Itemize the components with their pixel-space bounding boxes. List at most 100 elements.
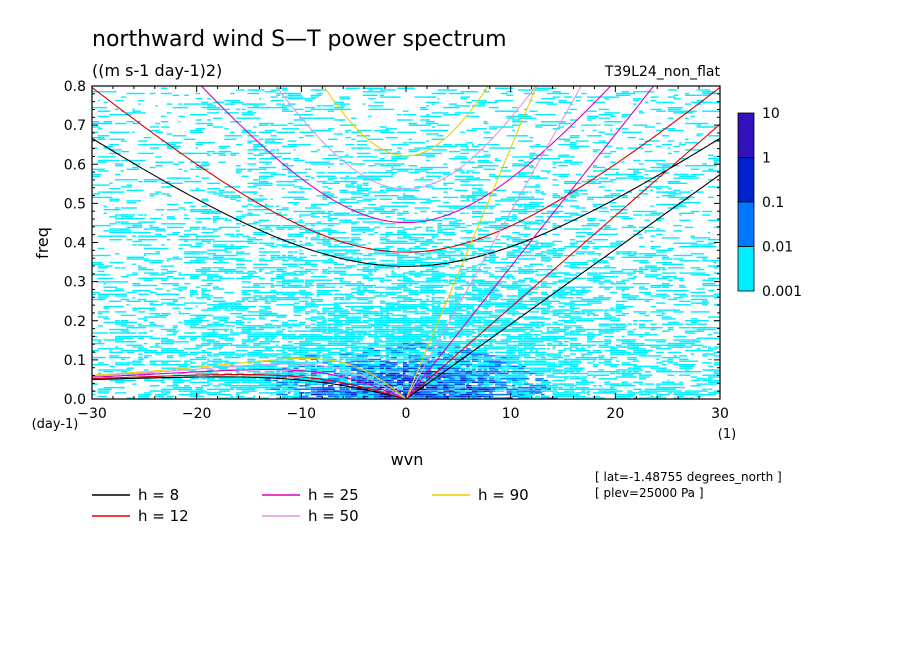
power-cell [437,397,442,399]
power-cell [178,335,187,338]
power-cell [627,364,635,366]
power-cell [466,205,472,207]
power-cell [282,187,285,190]
power-cell [115,281,129,283]
power-cell [282,356,291,359]
power-cell [397,249,407,251]
power-cell [414,240,432,243]
power-cell [460,353,467,355]
power-cell [322,228,332,230]
power-cell [402,283,409,285]
power-cell [454,302,459,304]
power-cell [207,277,214,280]
power-cell [328,283,343,285]
power-cell [420,393,427,396]
power-cell [679,284,685,287]
power-cell [495,311,508,313]
power-cell [466,339,476,341]
power-cell [264,302,272,304]
power-cell [564,309,574,311]
power-cell [656,339,664,341]
power-cell [569,388,594,390]
power-cell [316,321,327,324]
power-cell [661,284,674,287]
power-cell [437,344,444,346]
power-cell [437,381,444,383]
power-cell [587,390,591,392]
power-cell [293,274,304,276]
power-cell [374,265,396,267]
power-cell [495,242,507,244]
power-cell [471,358,482,361]
power-cell [166,290,170,292]
power-cell [253,332,270,334]
power-cell [201,337,206,339]
power-cell [184,240,188,243]
power-cell [460,362,470,364]
power-cell [247,335,254,338]
power-cell [592,360,595,362]
power-cell [541,311,558,313]
power-cell [477,379,497,382]
power-cell [166,270,177,273]
power-cell [391,283,397,285]
power-cell [408,291,415,294]
power-cell [195,348,200,350]
power-cell [420,344,429,346]
power-cell [592,242,596,244]
power-cell [644,274,658,276]
power-cell [178,388,193,390]
power-cell [460,272,467,274]
power-cell [604,281,614,283]
power-cell [258,318,267,320]
power-cell [518,364,524,366]
power-cell [184,283,191,285]
power-cell [109,223,117,225]
power-cell [402,346,407,348]
power-cell [667,374,675,376]
power-cell [425,230,435,232]
power-cell [132,383,137,385]
power-cell [587,334,598,336]
power-cell [299,372,305,375]
power-cell [299,348,310,350]
power-cell [97,293,112,295]
power-cell [408,374,420,376]
power-cell [529,334,537,336]
power-cell [316,284,325,287]
power-cell [92,342,105,345]
power-cell [495,330,498,332]
power-cell [345,388,350,390]
power-cell [495,371,502,373]
power-cell [495,316,499,318]
power-cell [385,374,393,376]
power-cell [270,314,274,317]
power-cell [523,378,530,380]
power-cell [541,212,560,214]
power-cell [368,351,381,354]
power-cell [587,314,591,317]
power-cell [466,267,477,269]
power-cell [679,272,697,274]
power-cell [529,393,535,396]
power-cell [592,376,596,378]
power-cell [247,355,266,357]
power-cell [166,223,175,225]
power-cell [633,253,639,255]
power-cell [529,198,538,200]
power-cell [345,393,357,396]
power-cell [166,186,173,188]
power-cell [425,362,433,364]
power-cell [103,290,112,292]
power-cell [391,327,400,329]
power-cell [408,196,418,199]
power-cell [587,272,598,274]
power-cell [345,351,355,354]
power-cell [667,187,672,190]
power-cell [673,344,686,346]
power-cell [253,334,260,336]
power-cell [178,379,191,382]
power-cell [316,323,333,325]
power-cell [633,367,640,369]
power-cell [702,284,714,287]
